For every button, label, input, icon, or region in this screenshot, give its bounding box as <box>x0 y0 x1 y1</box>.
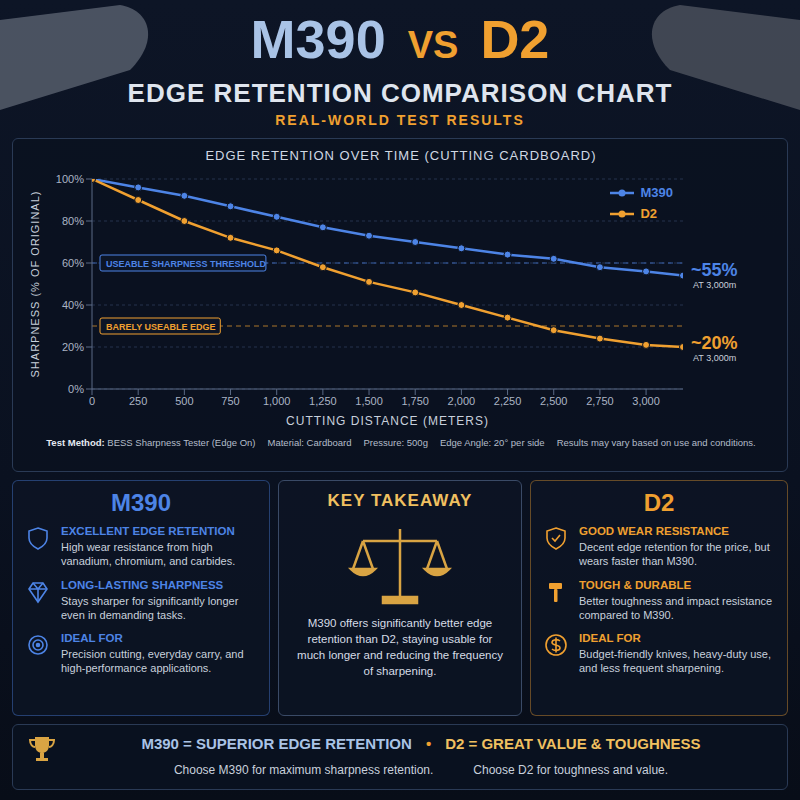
html-text:Pressure: 500g: Pressure: 500g <box>363 437 428 448</box>
html-text:D2: D2 <box>640 206 658 221</box>
html-text:TOUGH & DURABLE: TOUGH & DURABLE <box>579 578 692 591</box>
html-text:Material: Cardboard: Material: Cardboard <box>267 437 352 448</box>
html-text:EDGE RETENTION OVER TIME (CUTT: EDGE RETENTION OVER TIME (CUTTING CARDBO… <box>205 148 597 163</box>
html-text:Budget-friendly knives, heavy-: Budget-friendly knives, heavy-duty use, … <box>579 648 771 675</box>
svg-text:2,750: 2,750 <box>586 395 614 407</box>
html-text:Precision cutting, everyday ca: Precision cutting, everyday carry, and h… <box>61 648 244 675</box>
svg-text:1,000: 1,000 <box>263 395 291 407</box>
svg-text:40%: 40% <box>62 299 84 311</box>
html-text:M390: M390 <box>250 9 386 69</box>
html-text:KEY TAKEAWAY: KEY TAKEAWAY <box>327 491 473 510</box>
html-text:Choose M390 for maximum sharpn: Choose M390 for maximum sharpness retent… <box>173 763 434 777</box>
svg-text:250: 250 <box>129 395 147 407</box>
svg-text:60%: 60% <box>62 257 84 269</box>
svg-text:80%: 80% <box>62 215 84 227</box>
html-text:Results may vary based on use: Results may vary based on use and condit… <box>556 437 756 448</box>
html-text:GOOD WEAR RESISTANCE: GOOD WEAR RESISTANCE <box>579 525 729 537</box>
html-text:Choose D2 for toughness and va: Choose D2 for toughness and value. <box>473 763 669 777</box>
html-text:Test Method: BESS Sharpness Te: Test Method: BESS Sharpness Tester (Edge… <box>46 437 256 448</box>
html-text:REAL-WORLD TEST RESULTS: REAL-WORLD TEST RESULTS <box>275 112 525 128</box>
html-text:M390 offers significantly bett: M390 offers significantly better edge re… <box>297 617 503 678</box>
html-text:D2 = GREAT VALUE & TOUGHNESS: D2 = GREAT VALUE & TOUGHNESS <box>445 735 701 752</box>
svg-text:0: 0 <box>89 395 95 407</box>
svg-text:3,000: 3,000 <box>632 395 660 407</box>
html-text:D2: D2 <box>643 489 675 516</box>
svg-text:~55%: ~55% <box>691 260 738 280</box>
html-text:Decent edge retention for the: Decent edge retention for the price, but… <box>579 541 770 568</box>
svg-text:USEABLE SHARPNESS THRESHOLD: USEABLE SHARPNESS THRESHOLD <box>106 259 267 269</box>
html-text:High wear resistance from high: High wear resistance from high vanadium,… <box>61 541 236 568</box>
svg-text:750: 750 <box>221 395 239 407</box>
html-text:IDEAL FOR: IDEAL FOR <box>579 632 641 645</box>
html-text:M390: M390 <box>111 489 171 516</box>
svg-text:AT 3,000m: AT 3,000m <box>693 280 736 290</box>
html-text:LONG-LASTING SHARPNESS: LONG-LASTING SHARPNESS <box>61 578 224 591</box>
svg-text:20%: 20% <box>62 341 84 353</box>
html-text:VS: VS <box>407 24 459 66</box>
svg-text:1,250: 1,250 <box>309 395 337 407</box>
html-text:EXCELLENT EDGE RETENTION: EXCELLENT EDGE RETENTION <box>61 525 235 537</box>
html-text:M390: M390 <box>640 185 673 200</box>
html-text:D2: D2 <box>480 9 550 69</box>
svg-text:500: 500 <box>175 395 193 407</box>
svg-text:SHARPNESS (% OF ORIGINAL): SHARPNESS (% OF ORIGINAL) <box>29 191 41 378</box>
svg-text:100%: 100% <box>56 173 84 185</box>
html-text:M390 = SUPERIOR EDGE RETENTION: M390 = SUPERIOR EDGE RETENTION <box>141 735 412 752</box>
html-text:IDEAL FOR: IDEAL FOR <box>61 632 123 645</box>
svg-text:2,250: 2,250 <box>494 395 522 407</box>
svg-text:2,500: 2,500 <box>540 395 568 407</box>
svg-text:0%: 0% <box>68 383 84 395</box>
svg-text:1,500: 1,500 <box>355 395 383 407</box>
svg-text:~20%: ~20% <box>691 333 738 353</box>
svg-text:2,000: 2,000 <box>448 395 476 407</box>
svg-text:BARELY USEABLE EDGE: BARELY USEABLE EDGE <box>106 322 216 332</box>
svg-text:CUTTING DISTANCE (METERS): CUTTING DISTANCE (METERS) <box>286 414 489 428</box>
html-text:Stays sharper for significantl: Stays sharper for significantly longer e… <box>61 594 239 621</box>
html-text:Edge Angle: 20° per side: Edge Angle: 20° per side <box>439 437 545 448</box>
svg-text:AT 3,000m: AT 3,000m <box>693 353 736 363</box>
html-text:EDGE RETENTION COMPARISON CHAR: EDGE RETENTION COMPARISON CHART <box>127 78 673 108</box>
svg-text:1,750: 1,750 <box>401 395 429 407</box>
html-text:Better toughness and impact re: Better toughness and impact resistance c… <box>579 594 773 621</box>
